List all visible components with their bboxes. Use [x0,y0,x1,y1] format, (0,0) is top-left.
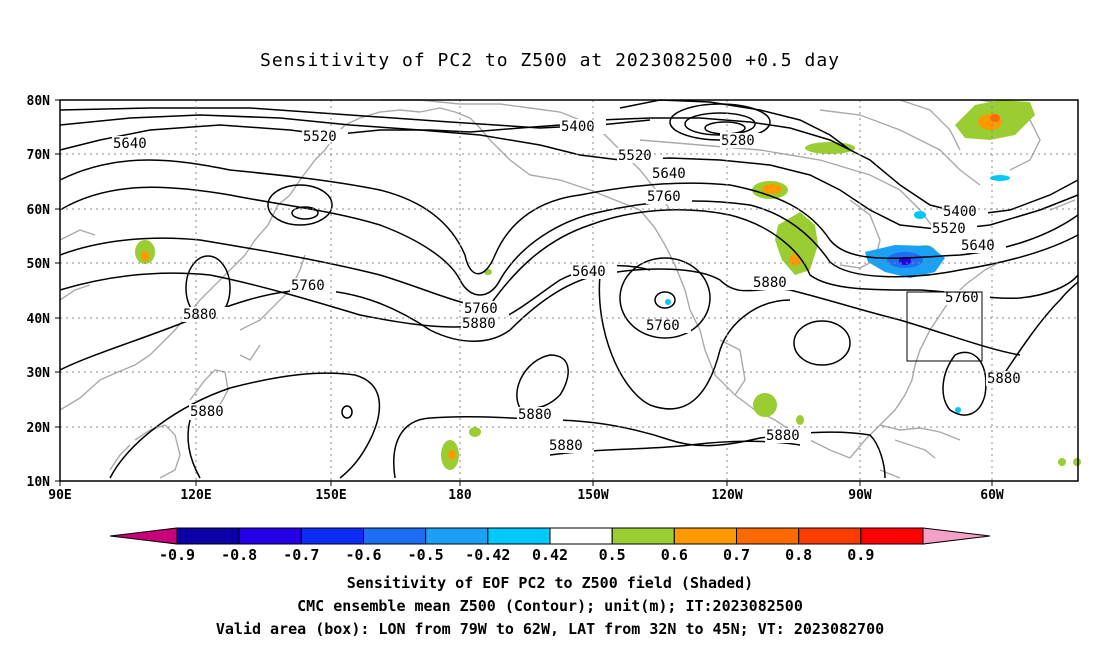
contour-label-backgrounds [112,119,1032,453]
lat-label: 60N [27,203,51,218]
colorbar-tick-label: -0.7 [283,546,319,564]
contour-label: 5760 [464,301,498,317]
lat-label: 40N [27,312,51,327]
map-frame [59,99,1079,482]
contour-label: 5520 [618,148,652,164]
contour-label: 5760 [945,290,979,306]
gridlines [60,100,1078,481]
contour-label: 5400 [943,204,977,220]
colorbar-tick-label: -0.8 [221,546,257,564]
contour-label: 5880 [753,275,787,291]
valid-area-box [906,291,983,362]
colorbar-box [549,527,613,545]
colorbar-box [736,527,800,545]
lon-label: 90E [48,488,71,503]
contour-label: 5520 [303,129,337,145]
lon-label: 120E [180,488,211,503]
colorbar-labels: -0.9 -0.8 -0.7 -0.6 -0.5 -0.42 0.42 0.5 0.6 0.7 0.… [159,546,874,564]
lon-label: 90W [848,488,872,503]
contour-label: 5520 [932,221,966,237]
contour-label: 5400 [561,119,595,135]
z500-contours [59,99,1079,479]
colorbar-box [300,527,365,545]
colorbar-box [363,527,427,545]
lat-label: 20N [27,421,51,436]
colorbar-tick-label: 0.8 [785,546,812,564]
lon-label: 150E [315,488,346,503]
lon-label: 180 [448,488,472,503]
contour-label: 5880 [518,407,552,423]
shading [135,100,1081,470]
colorbar-tick-label: 0.42 [532,546,568,564]
colorbar-box [487,527,551,545]
contour-label: 5880 [549,438,583,454]
colorbar-box [673,527,737,545]
colorbar-tick-label: 0.7 [723,546,750,564]
lat-label: 10N [27,475,51,490]
colorbar-box [176,527,240,545]
colorbar-tick-label: 0.9 [847,546,874,564]
caption-line-2: CMC ensemble mean Z500 (Contour); unit(m… [297,597,803,615]
colorbar-box [860,527,924,545]
contour-label: 5640 [652,166,686,182]
caption-line-3: Valid area (box): LON from 79W to 62W, L… [215,620,885,638]
colorbar-tick-label: -0.5 [408,546,444,564]
colorbar-arrow-right [922,527,991,545]
colorbar-box [798,527,862,545]
contour-label: 5880 [987,371,1021,387]
colorbar-box [611,527,675,545]
colorbar-arrow-left [109,527,178,545]
axis-ticks [55,99,993,486]
caption-line-1: Sensitivity of EOF PC2 to Z500 field (Sh… [346,574,754,592]
contour-label: 5760 [291,278,325,294]
coastlines [59,99,1076,479]
colorbar-tick-label: -0.42 [465,546,510,564]
contour-labels: 5640 5520 5400 5280 5520 5640 5760 5400 … [113,119,1021,454]
colorbar-box [425,527,489,545]
lon-label: 60W [980,488,1004,503]
lat-label: 50N [27,257,51,272]
lon-label: 120W [711,488,742,503]
lat-label: 30N [27,366,51,381]
colorbar-tick-label: -0.9 [159,546,195,564]
colorbar [109,527,991,545]
lat-label: 80N [27,94,51,109]
lat-labels: 80N 70N 60N 50N 40N 30N 20N 10N [27,94,51,490]
contour-label: 5280 [721,133,755,149]
contour-label: 5880 [462,316,496,332]
colorbar-tick-label: 0.5 [599,546,626,564]
colorbar-box [238,527,302,545]
contour-label: 5640 [113,136,147,152]
contour-label: 5880 [183,307,217,323]
map-title: Sensitivity of PC2 to Z500 at 2023082500… [259,50,840,71]
lat-label: 70N [27,148,51,163]
contour-label: 5640 [572,264,606,280]
lon-labels: 90E 120E 150E 180 150W 120W 90W 60W [48,488,1004,503]
lon-label: 150W [577,488,608,503]
contour-label: 5880 [190,404,224,420]
contour-label: 5760 [646,318,680,334]
contour-label: 5880 [766,428,800,444]
contour-label: 5760 [647,189,681,205]
colorbar-tick-label: 0.6 [661,546,688,564]
contour-label: 5640 [961,238,995,254]
colorbar-tick-label: -0.6 [345,546,381,564]
